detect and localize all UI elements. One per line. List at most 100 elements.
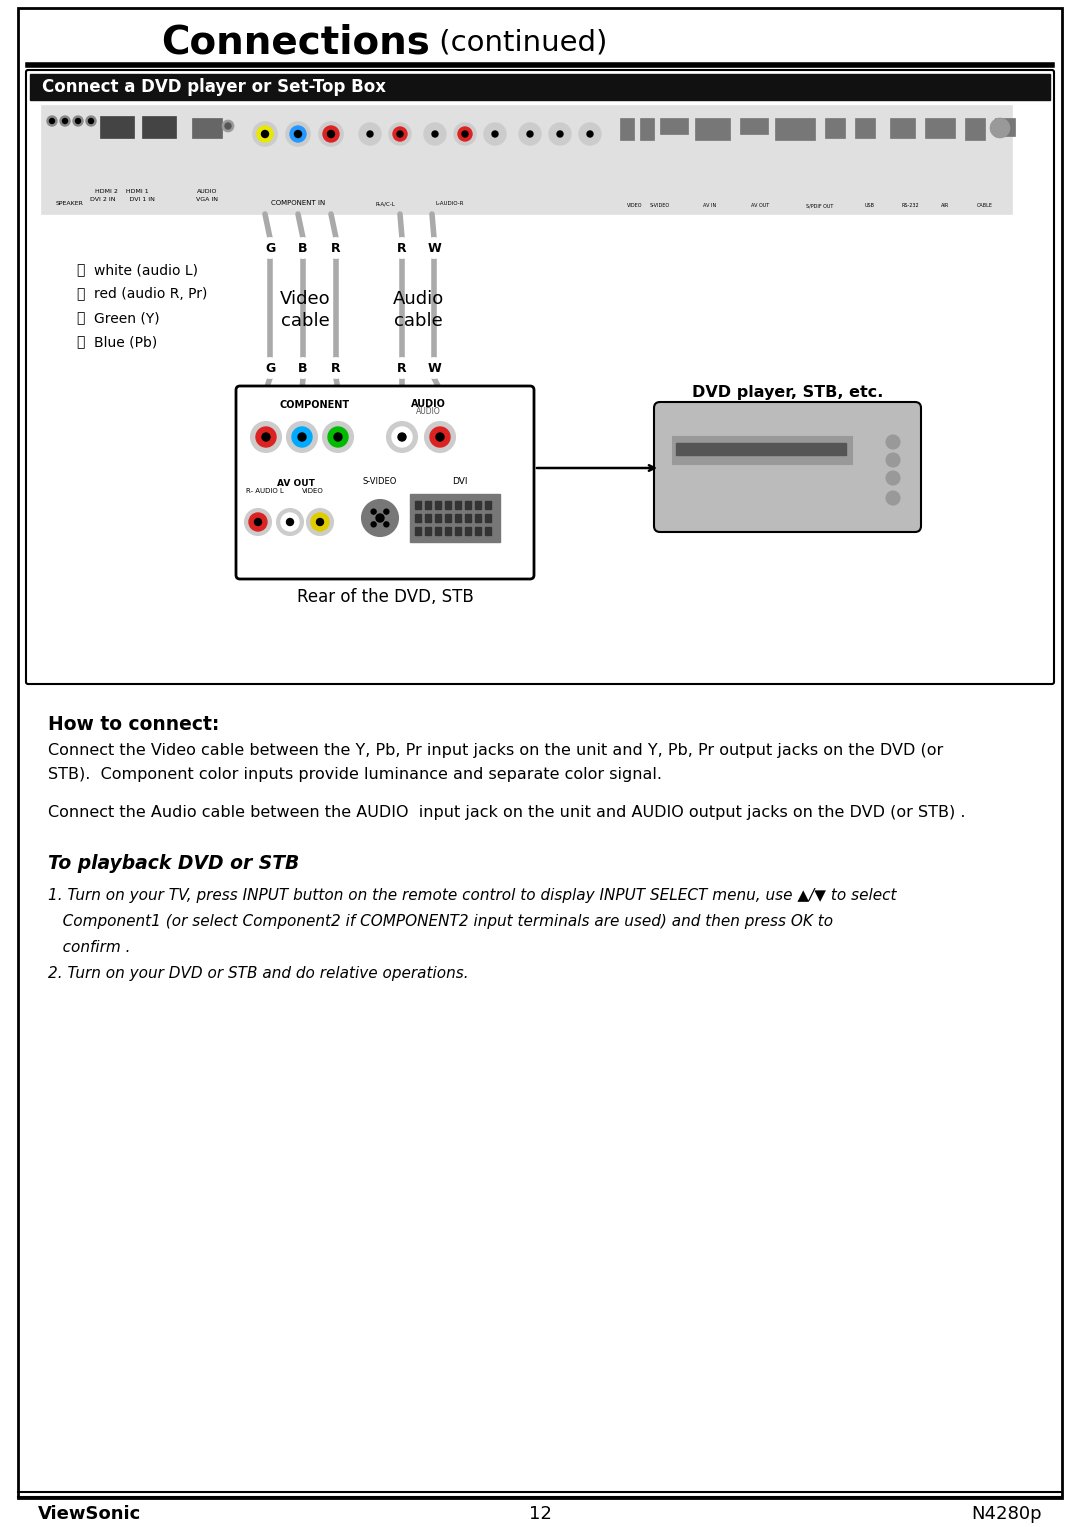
Circle shape: [383, 522, 389, 527]
Circle shape: [399, 434, 406, 441]
Text: S-VIDEO: S-VIDEO: [363, 476, 397, 486]
Bar: [426, 527, 431, 534]
Text: HDMI 2    HDMI 1: HDMI 2 HDMI 1: [95, 189, 149, 194]
Circle shape: [886, 454, 900, 467]
Circle shape: [488, 127, 502, 140]
Circle shape: [392, 428, 411, 447]
Bar: [966, 118, 985, 140]
Circle shape: [454, 124, 476, 145]
Bar: [141, 116, 176, 137]
Bar: [740, 118, 768, 134]
Bar: [435, 527, 441, 534]
Bar: [660, 118, 688, 134]
Circle shape: [387, 421, 417, 452]
Circle shape: [362, 499, 399, 536]
Text: USB: USB: [865, 203, 875, 208]
Circle shape: [523, 127, 537, 140]
Bar: [246, 473, 346, 547]
Text: Ⓑ: Ⓑ: [76, 334, 84, 350]
Circle shape: [286, 519, 294, 525]
Text: AUDIO: AUDIO: [197, 189, 217, 194]
Text: confirm .: confirm .: [48, 941, 131, 954]
Bar: [426, 515, 431, 522]
Circle shape: [527, 131, 534, 137]
Bar: [426, 501, 431, 508]
Circle shape: [579, 124, 600, 145]
Bar: [465, 515, 471, 522]
Bar: [445, 527, 451, 534]
Circle shape: [276, 508, 303, 534]
Bar: [775, 118, 815, 140]
Text: COMPONENT: COMPONENT: [280, 400, 350, 411]
Circle shape: [392, 238, 411, 258]
Text: R: R: [397, 362, 407, 376]
Circle shape: [253, 122, 276, 147]
Circle shape: [222, 121, 234, 131]
Circle shape: [328, 428, 348, 447]
Circle shape: [436, 434, 444, 441]
Circle shape: [260, 238, 280, 258]
Bar: [455, 515, 461, 522]
Circle shape: [249, 513, 267, 531]
Circle shape: [291, 127, 306, 142]
Bar: [192, 118, 222, 137]
Bar: [924, 118, 955, 137]
Circle shape: [48, 116, 57, 127]
Text: AV OUT: AV OUT: [751, 203, 769, 208]
Circle shape: [588, 131, 593, 137]
Circle shape: [260, 357, 280, 379]
Bar: [672, 437, 852, 464]
Bar: [42, 105, 1012, 214]
Bar: [445, 501, 451, 508]
Bar: [435, 501, 441, 508]
Bar: [465, 501, 471, 508]
Circle shape: [261, 130, 269, 137]
Circle shape: [363, 127, 377, 140]
Bar: [620, 118, 634, 140]
Circle shape: [60, 116, 70, 127]
Text: W: W: [427, 362, 441, 376]
Circle shape: [462, 131, 468, 137]
Text: 1. Turn on your TV, press INPUT button on the remote control to display INPUT SE: 1. Turn on your TV, press INPUT button o…: [48, 889, 896, 902]
FancyBboxPatch shape: [237, 386, 534, 579]
Text: S-VIDEO: S-VIDEO: [650, 203, 670, 208]
Bar: [465, 527, 471, 534]
Text: AIR: AIR: [941, 203, 949, 208]
Text: AUDIO: AUDIO: [410, 399, 445, 409]
Circle shape: [326, 357, 346, 379]
Text: DVI 2 IN       DVI 1 IN: DVI 2 IN DVI 1 IN: [90, 197, 154, 202]
Text: R: R: [332, 362, 341, 376]
Circle shape: [307, 508, 333, 534]
Text: W: W: [427, 241, 441, 255]
Text: R-A/C-L: R-A/C-L: [375, 202, 395, 206]
Text: Blue (Pb): Blue (Pb): [94, 334, 158, 350]
Bar: [445, 515, 451, 522]
Bar: [696, 118, 730, 140]
Text: R- AUDIO L: R- AUDIO L: [246, 489, 284, 495]
Circle shape: [245, 508, 271, 534]
Text: (continued): (continued): [430, 27, 607, 56]
Text: 12: 12: [528, 1506, 552, 1522]
Text: Ⓦ: Ⓦ: [76, 263, 84, 276]
Text: Audio
cable: Audio cable: [392, 290, 444, 330]
Circle shape: [376, 515, 384, 522]
Circle shape: [225, 124, 231, 128]
Circle shape: [372, 508, 376, 515]
Circle shape: [553, 127, 567, 140]
Circle shape: [292, 428, 312, 447]
Circle shape: [334, 434, 342, 441]
Bar: [410, 495, 500, 542]
Text: G: G: [265, 362, 275, 376]
Bar: [485, 527, 491, 534]
Circle shape: [549, 124, 571, 145]
Circle shape: [886, 435, 900, 449]
Circle shape: [323, 421, 353, 452]
Text: ViewSonic: ViewSonic: [38, 1506, 141, 1522]
Circle shape: [257, 127, 273, 142]
Text: Connect the Video cable between the Y, Pb, Pr input jacks on the unit and Y, Pb,: Connect the Video cable between the Y, P…: [48, 744, 943, 757]
Circle shape: [484, 124, 507, 145]
Text: Green (Y): Green (Y): [94, 312, 160, 325]
Circle shape: [397, 131, 403, 137]
Text: Connections: Connections: [161, 23, 430, 61]
Circle shape: [372, 522, 376, 527]
